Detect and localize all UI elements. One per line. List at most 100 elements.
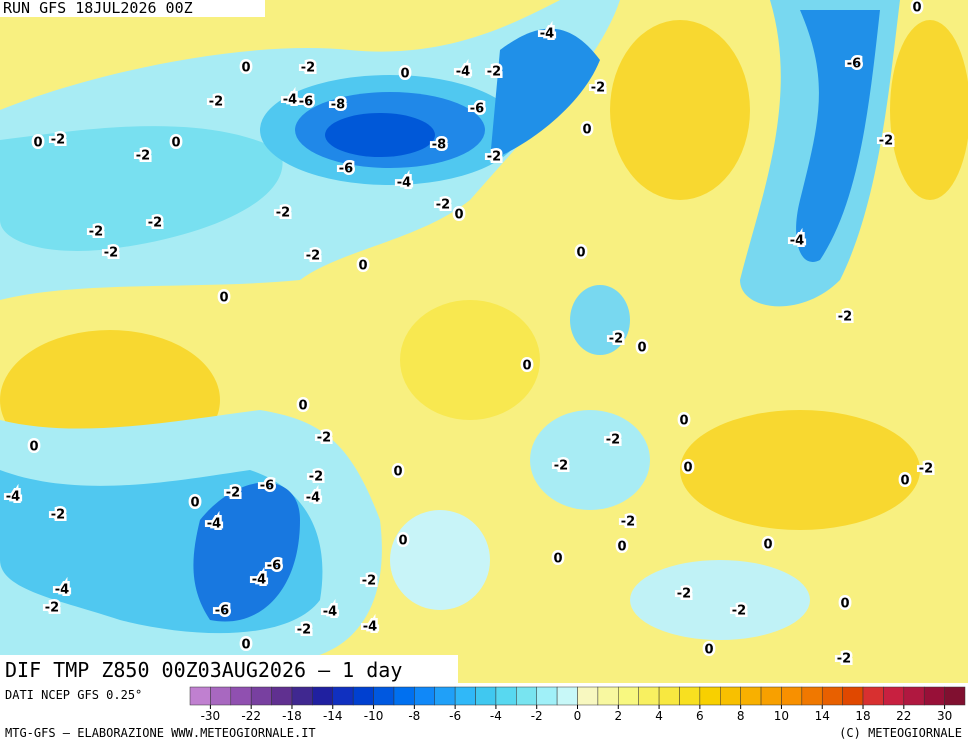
colorbar-label: -10 (364, 709, 384, 723)
contour-label: -2 (89, 225, 103, 240)
colorbar-box (923, 686, 945, 706)
colorbar-box (556, 686, 578, 706)
contour-label: -6 (847, 57, 861, 72)
colorbar-box (781, 686, 803, 706)
contour-label: 0 (29, 440, 38, 455)
map-field (0, 0, 968, 683)
colorbar-label: -6 (449, 709, 461, 723)
contour-label: -6 (470, 102, 484, 117)
source: DATI NCEP GFS 0.25° (5, 688, 142, 702)
colorbar-label: -22 (241, 709, 261, 723)
colorbar-box (454, 686, 476, 706)
colorbar-box (801, 686, 823, 706)
contour-label: 0 (679, 414, 688, 429)
contour-label: -2 (301, 61, 315, 76)
contour-label: -2 (919, 462, 933, 477)
contour-label: -2 (226, 486, 240, 501)
contour-label: -4 (55, 583, 69, 598)
colorbar-box (516, 686, 537, 706)
colorbar-label: 30 (937, 709, 952, 723)
contour-label: 0 (400, 67, 409, 82)
colorbar-box (332, 686, 354, 706)
footer-right: (C) METEOGIORNALE (839, 726, 962, 740)
colorbar-label: 8 (737, 709, 745, 723)
contour-label: 0 (398, 534, 407, 549)
contour-label: -2 (732, 604, 746, 619)
contour-label: 0 (683, 461, 692, 476)
contour-label: -2 (879, 134, 893, 149)
contour-label: -4 (456, 65, 470, 80)
contour-label: -2 (136, 149, 150, 164)
contour-label: 0 (763, 538, 772, 553)
colorbar-box (230, 686, 252, 706)
colorbar: -30 -22 -18 -14 -10 -8 -6 -4 -2 0 2 4 6 8 10 14 18 22 30 (189, 686, 966, 723)
contour-label: -2 (677, 587, 691, 602)
colorbar-label: -14 (323, 709, 343, 723)
contour-label: -6 (267, 559, 281, 574)
title-box (0, 655, 458, 683)
contour-label: -2 (487, 150, 501, 165)
colorbar-box (434, 686, 456, 706)
colorbar-box (883, 686, 905, 706)
contour-label: -2 (306, 249, 320, 264)
contour-label: 0 (704, 643, 713, 658)
colorbar-label: -2 (531, 709, 543, 723)
contour-label: -2 (554, 459, 568, 474)
contour-label: 0 (617, 540, 626, 555)
contour-label: -2 (591, 81, 605, 96)
contour-label: 0 (900, 474, 909, 489)
contour-label: -2 (297, 623, 311, 638)
colorbar-box (760, 686, 782, 706)
contour-label: -2 (436, 198, 450, 213)
colorbar-box (740, 686, 762, 706)
colorbar-box (944, 686, 966, 706)
header-box (0, 0, 265, 17)
contour-label: -2 (838, 310, 852, 325)
colorbar-box (373, 686, 395, 706)
contour-label: -4 (540, 27, 554, 42)
colorbar-label: -18 (282, 709, 302, 723)
contour-label: 0 (912, 1, 921, 16)
contour-label: -8 (432, 138, 446, 153)
contour-label: 0 (219, 291, 228, 306)
contour-label: -4 (397, 176, 411, 191)
contour-label: 0 (637, 341, 646, 356)
contour-label: 0 (298, 399, 307, 414)
colorbar-label: 10 (774, 709, 789, 723)
contour-label: 0 (33, 136, 42, 151)
contour-label: 0 (171, 136, 180, 151)
contour-label: -4 (207, 517, 221, 532)
colorbar-box (862, 686, 884, 706)
colorbar-box (720, 686, 741, 706)
contour-label: -2 (104, 246, 118, 261)
title: DIF TMP Z850 00Z03AUG2026 – 1 day (5, 658, 402, 682)
contour-label: -2 (209, 95, 223, 110)
contour-label: -4 (363, 620, 377, 635)
contour-label: -2 (51, 133, 65, 148)
colorbar-box (821, 686, 843, 706)
colorbar-box (312, 686, 334, 706)
colorbar-box (842, 686, 864, 706)
contour-label: -2 (362, 574, 376, 589)
colorbar-label: 4 (655, 709, 663, 723)
contour-label: 0 (522, 359, 531, 374)
header: RUN GFS 18JUL2026 00Z (3, 0, 193, 17)
colorbar-label: -8 (408, 709, 420, 723)
contour-label: 0 (393, 465, 402, 480)
contour-label: -6 (260, 479, 274, 494)
colorbar-box (352, 686, 374, 706)
colorbar-label: 6 (696, 709, 704, 723)
contour-label: -2 (276, 206, 290, 221)
contour-label: -4 (252, 573, 266, 588)
colorbar-label: 14 (815, 709, 830, 723)
contour-label: -4 (790, 234, 804, 249)
colorbar-box (679, 686, 701, 706)
contour-label: 0 (576, 246, 585, 261)
contour-label: -6 (299, 95, 313, 110)
colorbar-box (250, 686, 272, 706)
contour-label: -2 (621, 515, 635, 530)
colorbar-box (618, 686, 639, 706)
contour-label: 0 (454, 208, 463, 223)
colorbar-box (638, 686, 660, 706)
